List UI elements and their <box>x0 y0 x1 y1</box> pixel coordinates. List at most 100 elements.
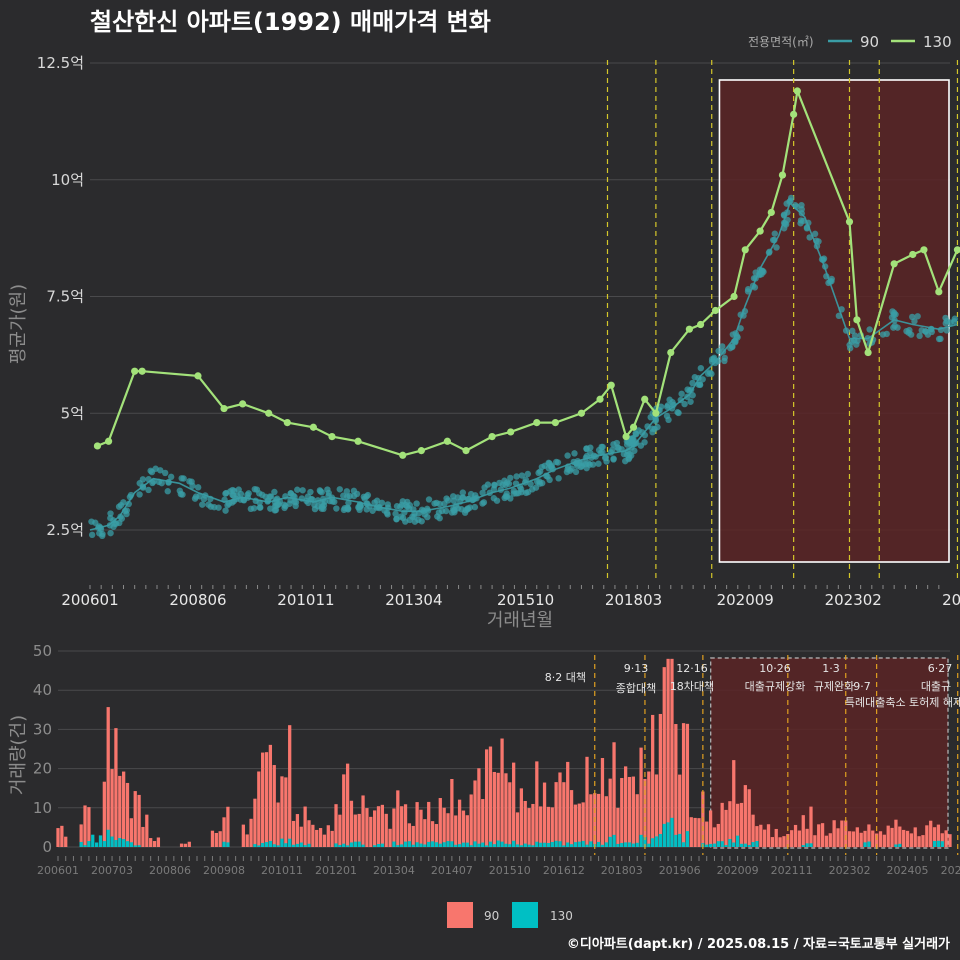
y-tick-label: 7.5억 <box>46 288 84 306</box>
bar-130 <box>83 845 87 847</box>
y-tick-label: 2.5억 <box>46 521 84 539</box>
bar-90 <box>531 803 535 847</box>
bar-130 <box>272 844 276 847</box>
point-90 <box>316 487 324 494</box>
point-130 <box>462 447 470 455</box>
policy-label: 규제완화 <box>814 680 854 693</box>
bar-90 <box>477 768 481 847</box>
point-90 <box>943 327 950 334</box>
point-90 <box>399 514 407 522</box>
point-130 <box>105 437 113 445</box>
bar-90 <box>114 728 118 847</box>
bar-130 <box>87 841 91 847</box>
point-130 <box>507 428 515 436</box>
point-130 <box>443 437 452 445</box>
bottom-x-tick-label: 201304 <box>373 864 415 877</box>
bar-130 <box>110 836 114 847</box>
bar-130 <box>805 843 809 847</box>
bottom-x-tick-label: 201407 <box>431 864 473 877</box>
point-90 <box>696 381 704 389</box>
bar-130 <box>936 840 941 847</box>
point-90 <box>715 347 722 355</box>
bar-90 <box>855 827 859 847</box>
bar-130 <box>373 845 377 847</box>
bar-130 <box>253 844 257 847</box>
bar-130 <box>427 841 431 847</box>
point-90 <box>937 335 944 343</box>
point-90 <box>436 515 443 522</box>
point-90 <box>572 468 580 476</box>
point-90 <box>117 513 124 520</box>
bar-130 <box>102 841 106 847</box>
bar-130 <box>654 836 659 847</box>
point-90 <box>599 443 606 451</box>
point-90 <box>333 505 340 512</box>
bar-130 <box>624 842 628 847</box>
point-90 <box>411 518 419 525</box>
point-90 <box>524 470 532 478</box>
point-90 <box>610 456 617 463</box>
bar-130 <box>666 822 670 847</box>
bar-90 <box>801 815 805 847</box>
bar-90 <box>639 747 643 847</box>
point-90 <box>281 504 288 512</box>
bar-90 <box>932 827 937 847</box>
point-90 <box>922 327 929 335</box>
point-90 <box>496 479 503 487</box>
point-90 <box>161 469 169 477</box>
bar-90 <box>878 831 883 847</box>
bar-130 <box>419 843 423 847</box>
bar-90 <box>473 780 477 847</box>
bar-90 <box>145 814 149 847</box>
bar-90 <box>620 778 624 847</box>
point-90 <box>678 390 685 398</box>
bar-90 <box>280 776 284 847</box>
bar-90 <box>87 807 91 847</box>
bar-90 <box>681 723 686 847</box>
bar-90 <box>434 824 439 847</box>
point-90 <box>199 501 206 508</box>
bar-130 <box>751 842 755 847</box>
bar-130 <box>512 840 516 847</box>
bar-90 <box>349 800 354 847</box>
point-90 <box>324 486 331 493</box>
point-90 <box>267 493 275 500</box>
bar-130 <box>527 844 531 847</box>
bar-130 <box>708 843 713 847</box>
point-90 <box>527 480 534 488</box>
bottom-plot-panel: 0 10 20 30 40 50 8·2 대책 9·13 종합대책 12·16 18차대책 10·26… <box>33 642 960 877</box>
bar-130 <box>129 842 134 847</box>
bar-90 <box>137 794 141 847</box>
bar-130 <box>535 841 539 847</box>
point-90 <box>631 447 638 454</box>
point-90 <box>329 498 336 505</box>
bar-90 <box>925 825 929 847</box>
point-90 <box>229 486 236 494</box>
bar-130 <box>450 841 454 847</box>
bar-130 <box>569 844 574 847</box>
bar-90 <box>345 763 350 847</box>
point-90 <box>403 503 411 510</box>
bar-90 <box>334 804 338 847</box>
bar-90 <box>183 843 188 847</box>
bar-130 <box>106 829 110 847</box>
bar-130 <box>423 844 427 847</box>
bar-130 <box>728 839 732 847</box>
bar-130 <box>940 841 944 847</box>
point-90 <box>687 398 694 405</box>
bar-90 <box>604 796 608 847</box>
point-90 <box>507 474 514 482</box>
bar-130 <box>430 841 435 847</box>
bar-90 <box>149 838 153 847</box>
x-tick-label: 202302 <box>825 591 882 609</box>
bar-130 <box>257 845 261 847</box>
point-90 <box>145 486 152 494</box>
point-90 <box>553 458 560 466</box>
bar-130 <box>732 842 736 847</box>
point-90 <box>815 238 822 245</box>
bar-90 <box>179 843 184 847</box>
bar-90 <box>782 836 786 847</box>
bar-130 <box>342 843 346 847</box>
legend-title: 전용면적(㎡) <box>748 35 814 49</box>
bar-130 <box>932 840 937 847</box>
